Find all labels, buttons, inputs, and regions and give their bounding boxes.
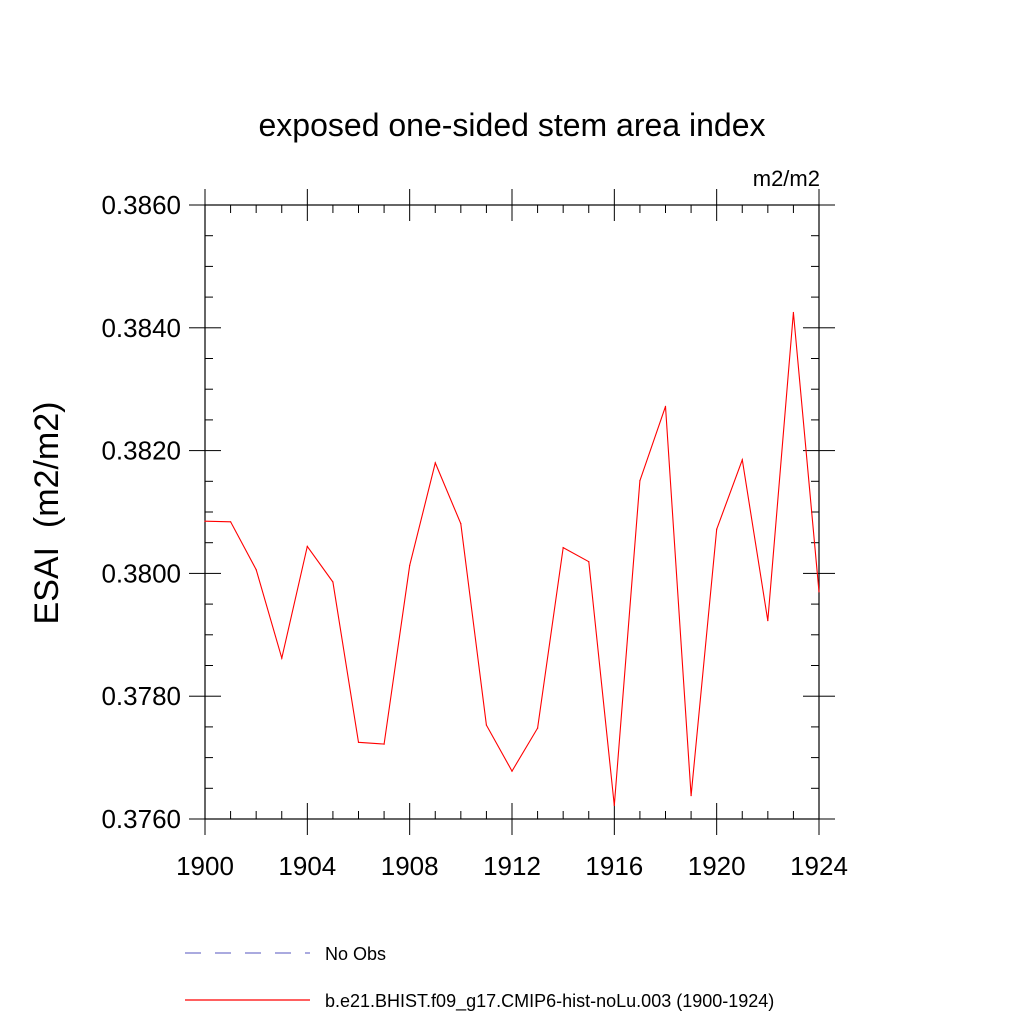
data-point (383, 743, 385, 745)
data-point (613, 804, 615, 807)
y-tick-label: 0.3820 (101, 436, 181, 466)
data-point (255, 569, 257, 571)
y-axis-label: ESAI (m2/m2) (28, 402, 66, 625)
data-point (818, 591, 820, 593)
data-point (562, 547, 564, 549)
data-point (741, 459, 743, 461)
chart-title: exposed one-sided stem area index (259, 107, 766, 143)
legend: No Obs b.e21.BHIST.f09_g17.CMIP6-hist-no… (185, 944, 774, 1012)
x-tick-label: 1900 (176, 851, 234, 881)
legend-label-no-obs: No Obs (325, 944, 386, 964)
data-point (690, 795, 692, 797)
data-point (664, 405, 667, 407)
y-tick-label: 0.3860 (101, 190, 181, 220)
data-point (792, 311, 795, 314)
data-point (460, 523, 462, 525)
plot-frame (204, 204, 820, 820)
data-point (409, 564, 411, 567)
series-group (204, 311, 820, 807)
data-point (357, 741, 360, 743)
x-tick-label: 1904 (278, 851, 336, 881)
x-tick-label: 1924 (790, 851, 848, 881)
y-tick-label: 0.3780 (101, 681, 181, 711)
y-tick-label: 0.3840 (101, 313, 181, 343)
data-point (767, 620, 769, 622)
data-point (204, 520, 206, 522)
data-point (229, 521, 232, 523)
y-tick-label: 0.3800 (101, 558, 181, 588)
y-tick-labels: 0.3760 0.3780 0.3800 0.3820 0.3840 0.3860 (101, 190, 181, 834)
x-tick-label: 1908 (381, 851, 439, 881)
data-point (536, 727, 539, 729)
data-point (281, 657, 283, 659)
data-point (511, 770, 513, 772)
y-tick-label: 0.3760 (101, 804, 181, 834)
x-tick-label: 1916 (585, 851, 643, 881)
data-point (306, 545, 308, 547)
legend-label-model: b.e21.BHIST.f09_g17.CMIP6-hist-noLu.003 … (325, 991, 774, 1012)
data-point (716, 528, 718, 530)
data-point (485, 724, 488, 726)
x-tick-labels: 1900 1904 1908 1912 1916 1920 1924 (176, 851, 848, 881)
data-point (588, 561, 590, 563)
units-label: m2/m2 (753, 166, 820, 191)
axis-ticks (189, 189, 835, 835)
data-point (332, 581, 334, 583)
series-line (204, 312, 820, 806)
data-point (434, 462, 436, 464)
x-tick-label: 1920 (688, 851, 746, 881)
x-tick-label: 1912 (483, 851, 541, 881)
data-point (639, 480, 641, 482)
